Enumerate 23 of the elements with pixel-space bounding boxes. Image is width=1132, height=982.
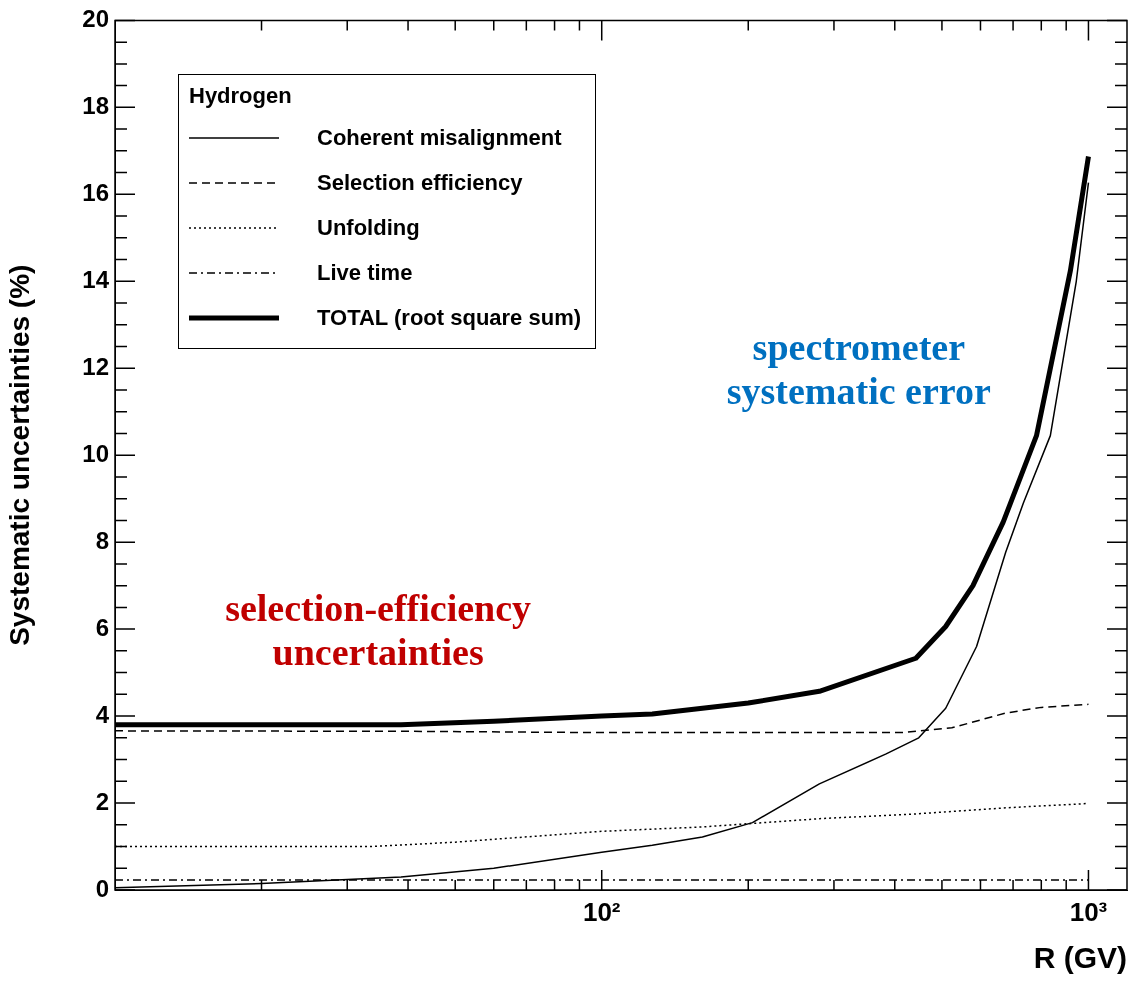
y-tick-label: 18: [82, 91, 109, 119]
x-axis-title: R (GV): [1033, 941, 1127, 975]
legend-label: Live time: [317, 259, 413, 286]
y-tick-label: 4: [95, 700, 110, 728]
y-tick-label: 2: [95, 787, 109, 815]
y-tick-label: 14: [82, 265, 110, 293]
y-tick-label: 0: [95, 874, 109, 902]
legend-label: Selection efficiency: [317, 169, 523, 196]
annotation: selection-efficiency uncertainties: [225, 587, 532, 674]
legend-label: Unfolding: [317, 214, 420, 241]
x-tick-label: 10²: [582, 896, 621, 927]
legend-label: Coherent misalignment: [317, 124, 562, 151]
y-tick-label: 8: [95, 526, 109, 554]
legend-label: TOTAL (root square sum): [317, 304, 582, 331]
annotation: spectrometer systematic error: [726, 326, 992, 413]
y-tick-label: 10: [82, 439, 109, 467]
x-tick-label: 10³: [1069, 896, 1108, 927]
y-tick-label: 12: [82, 352, 109, 380]
y-tick-label: 16: [82, 178, 109, 206]
y-tick-label: 20: [82, 5, 109, 33]
y-tick-label: 6: [95, 613, 109, 641]
y-axis-title: Systematic uncertainties (%): [3, 264, 35, 646]
legend-title: Hydrogen: [189, 83, 293, 110]
